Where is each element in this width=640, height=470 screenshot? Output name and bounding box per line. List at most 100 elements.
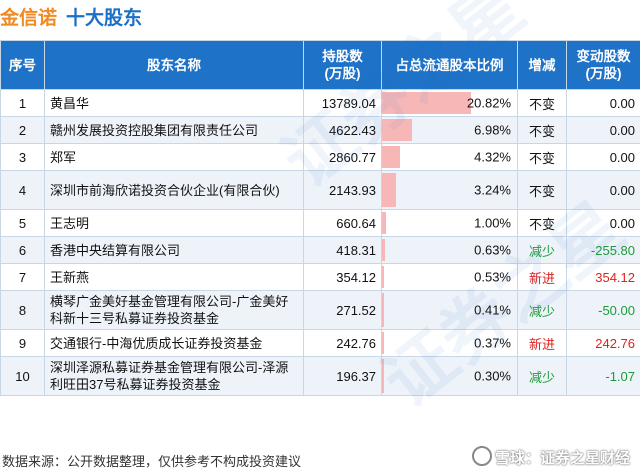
row-index: 1 xyxy=(0,89,45,117)
ratio-bar xyxy=(382,119,412,141)
share-delta: -255.80 xyxy=(566,236,640,264)
share-delta: -50.00 xyxy=(566,290,640,330)
ratio-label: 1.00% xyxy=(474,215,511,231)
row-index: 10 xyxy=(0,356,45,396)
shares-held: 660.64 xyxy=(303,209,382,237)
share-delta: 0.00 xyxy=(566,170,640,210)
table-body: 1 黄昌华 13789.04 20.82% 不变 0.00 2 赣州发展投资控股集团有限责任公… xyxy=(0,89,640,396)
ratio-label: 0.41% xyxy=(474,302,511,318)
shares-held: 271.52 xyxy=(303,290,382,330)
shareholder-name: 香港中央结算有限公司 xyxy=(44,236,304,264)
shareholder-name: 王志明 xyxy=(44,209,304,237)
brand-text: 雪球：证券之星财经 xyxy=(494,450,630,467)
ratio-bar xyxy=(382,359,384,393)
table-row: 8 横琴广金美好基金管理有限公司-广金美好科新十三号私募证券投资基金 271.52 0… xyxy=(0,290,640,330)
ratio-label: 20.82% xyxy=(466,95,511,111)
snowball-icon xyxy=(471,446,492,466)
header-change: 增减 xyxy=(517,40,567,90)
change-status: 不变 xyxy=(517,89,567,117)
ratio-bar xyxy=(382,293,384,327)
shares-held: 2143.93 xyxy=(303,170,382,210)
header-delta-text: 变动股数 (万股) xyxy=(576,49,631,81)
shares-held: 418.31 xyxy=(303,236,382,264)
change-status: 不变 xyxy=(517,143,567,171)
share-delta: 0.00 xyxy=(566,209,640,237)
ratio-label: 0.37% xyxy=(474,335,511,351)
table-row: 7 王新燕 354.12 0.53% 新进 354.12 xyxy=(0,263,640,291)
ratio-bar xyxy=(382,146,401,168)
ratio-cell: 0.37% xyxy=(381,329,518,357)
ratio-cell: 3.24% xyxy=(381,170,518,210)
row-index: 6 xyxy=(0,236,45,264)
ratio-label: 0.63% xyxy=(474,242,511,258)
shareholders-table: 序号 股东名称 持股数 (万股) 占总流通股本比例 增减 变动股数 (万股) 1… xyxy=(0,40,640,396)
ratio-cell: 0.41% xyxy=(381,290,518,330)
row-index: 3 xyxy=(0,143,45,171)
row-index: 8 xyxy=(0,290,45,330)
shareholder-name: 郑军 xyxy=(44,143,304,171)
change-status: 减少 xyxy=(517,290,567,330)
ratio-label: 3.24% xyxy=(474,182,511,198)
change-status: 新进 xyxy=(517,329,567,357)
shareholder-name: 交通银行-中海优质成长证券投资基金 xyxy=(44,329,304,357)
shareholder-name: 深圳泽源私募证券基金管理有限公司-泽源利旺田37号私募证券投资基金 xyxy=(44,356,304,396)
header-name: 股东名称 xyxy=(44,40,304,90)
data-source-note: 数据来源：公开数据整理，仅供参考不构成投资建议 xyxy=(2,454,302,469)
change-status: 不变 xyxy=(517,209,567,237)
ratio-label: 0.53% xyxy=(474,269,511,285)
header-idx: 序号 xyxy=(0,40,45,90)
shareholder-name: 黄昌华 xyxy=(44,89,304,117)
ratio-cell: 0.53% xyxy=(381,263,518,291)
change-status: 不变 xyxy=(517,116,567,144)
table-row: 3 郑军 2860.77 4.32% 不变 0.00 xyxy=(0,143,640,171)
ratio-bar xyxy=(382,173,396,207)
share-delta: 242.76 xyxy=(566,329,640,357)
shares-held: 196.37 xyxy=(303,356,382,396)
ratio-cell: 1.00% xyxy=(381,209,518,237)
ratio-cell: 0.63% xyxy=(381,236,518,264)
row-index: 4 xyxy=(0,170,45,210)
page-title: 十大股东 xyxy=(66,8,143,29)
table-header-row: 序号 股东名称 持股数 (万股) 占总流通股本比例 增减 变动股数 (万股) xyxy=(0,40,640,90)
change-status: 减少 xyxy=(517,356,567,396)
shareholder-name: 王新燕 xyxy=(44,263,304,291)
row-index: 5 xyxy=(0,209,45,237)
ratio-cell: 6.98% xyxy=(381,116,518,144)
shares-held: 242.76 xyxy=(303,329,382,357)
ratio-bar xyxy=(382,92,471,114)
shares-held: 2860.77 xyxy=(303,143,382,171)
share-delta: 0.00 xyxy=(566,89,640,117)
row-index: 2 xyxy=(0,116,45,144)
shareholder-name: 赣州发展投资控股集团有限责任公司 xyxy=(44,116,304,144)
change-status: 新进 xyxy=(517,263,567,291)
table-row: 2 赣州发展投资控股集团有限责任公司 4622.43 6.98% 不变 0.00 xyxy=(0,116,640,144)
share-delta: 0.00 xyxy=(566,143,640,171)
shares-held: 4622.43 xyxy=(303,116,382,144)
share-delta: 354.12 xyxy=(566,263,640,291)
table-row: 5 王志明 660.64 1.00% 不变 0.00 xyxy=(0,209,640,237)
table-row: 1 黄昌华 13789.04 20.82% 不变 0.00 xyxy=(0,89,640,117)
share-delta: 0.00 xyxy=(566,116,640,144)
header-shares-text: 持股数 (万股) xyxy=(322,49,363,81)
ratio-label: 4.32% xyxy=(474,149,511,165)
ratio-label: 6.98% xyxy=(474,122,511,138)
table-row: 4 深圳市前海欣诺投资合伙企业(有限合伙) 2143.93 3.24% 不变 0.00 xyxy=(0,170,640,210)
ratio-cell: 20.82% xyxy=(381,89,518,117)
table-row: 6 香港中央结算有限公司 418.31 0.63% 减少 -255.80 xyxy=(0,236,640,264)
share-delta: -1.07 xyxy=(566,356,640,396)
ratio-bar xyxy=(382,332,384,354)
shareholder-name: 深圳市前海欣诺投资合伙企业(有限合伙) xyxy=(44,170,304,210)
shareholder-name: 横琴广金美好基金管理有限公司-广金美好科新十三号私募证券投资基金 xyxy=(44,290,304,330)
brand-logo: 雪球：证券之星财经 xyxy=(471,446,630,468)
shares-held: 354.12 xyxy=(303,263,382,291)
change-status: 减少 xyxy=(517,236,567,264)
company-title: 金信诺 xyxy=(0,8,58,29)
table-row: 10 深圳泽源私募证券基金管理有限公司-泽源利旺田37号私募证券投资基金 196.3… xyxy=(0,356,640,396)
table-row: 9 交通银行-中海优质成长证券投资基金 242.76 0.37% 新进 242.76 xyxy=(0,329,640,357)
shares-held: 13789.04 xyxy=(303,89,382,117)
ratio-cell: 4.32% xyxy=(381,143,518,171)
ratio-cell: 0.30% xyxy=(381,356,518,396)
ratio-bar xyxy=(382,266,385,288)
header-shares: 持股数 (万股) xyxy=(303,40,382,90)
change-status: 不变 xyxy=(517,170,567,210)
